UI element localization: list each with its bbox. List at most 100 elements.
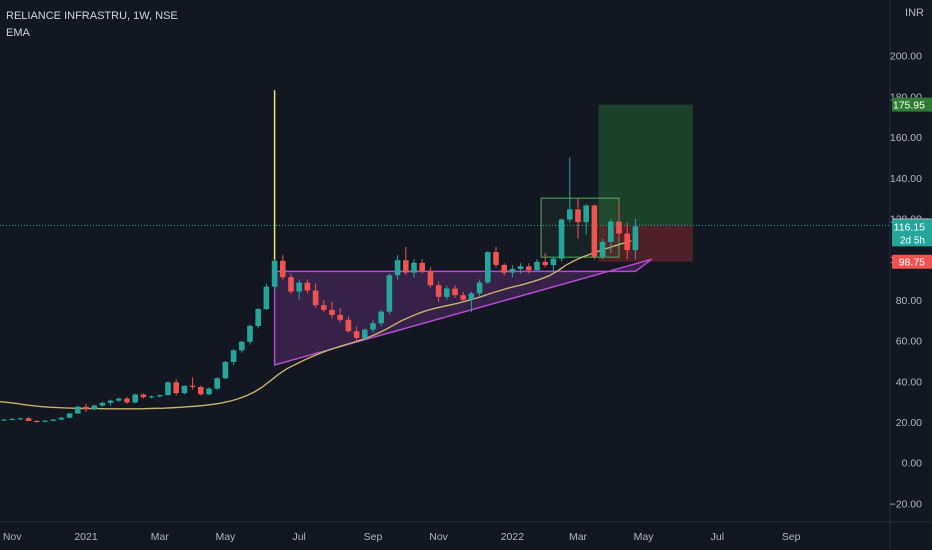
stop-price-label: 98.75 [892,254,932,269]
candle-body [476,282,483,294]
candle-59 [476,279,483,296]
candle-body [558,219,565,259]
candle-body [124,398,130,403]
candle-body [452,288,458,296]
price-label-text: 175.95 [893,100,925,112]
candle-15 [116,397,122,403]
candle-body [624,233,630,251]
candle-19 [148,395,155,399]
candle-67 [542,253,548,268]
candle-body [107,400,114,403]
candle-body [239,341,245,351]
x-tick-label: Nov [429,531,448,543]
candle-body [419,262,425,272]
candle-body [542,261,548,266]
candle-75 [608,218,614,254]
candle-8 [58,416,65,421]
candle-9 [66,412,73,419]
candle-body [485,252,491,283]
candle-41 [329,301,335,319]
candle-61 [493,246,499,268]
candle-body [370,323,376,330]
price-label-text: 98.75 [899,257,925,269]
target-zone [598,104,693,226]
symbol-title[interactable]: RELIANCE INFRASTRU, 1W, NSE [6,10,178,22]
x-tick-label: 2022 [501,531,525,543]
candle-38 [304,279,311,294]
countdown-label: 2d 5h [900,235,925,246]
candle-body [378,311,384,324]
candle-12 [91,404,97,411]
currency-badge[interactable]: INR [905,7,924,19]
ema-line [0,240,632,410]
candle-body [9,418,15,420]
candle-43 [345,316,352,333]
candle-body [50,419,56,421]
candle-14 [107,399,114,406]
candle-body [99,402,106,406]
candle-body [460,295,466,300]
candle-body [173,382,179,394]
candle-body [214,378,220,389]
candle-body [509,268,516,273]
candle-36 [288,273,294,294]
x-tick-label: Jul [711,531,724,543]
target-price-label: 175.95 [892,97,932,112]
candle-body [501,264,507,273]
candle-body [58,417,65,420]
candle-18 [140,393,147,399]
candle-11 [83,403,89,412]
candle-28 [222,360,229,380]
candle-body [17,418,24,420]
candle-body [247,325,253,342]
candle-50 [403,246,409,276]
y-tick-label: 60.00 [896,336,922,348]
candle-body [312,290,319,306]
x-tick-label: 2021 [74,531,98,543]
candle-6 [42,419,48,423]
candle-body [616,221,622,234]
candle-17 [132,393,138,404]
candle-body [632,226,639,251]
candle-body [468,293,475,300]
candle-body [296,282,302,292]
stop-zone [598,225,693,262]
x-tick-label: May [634,531,655,543]
candle-body [230,350,237,362]
candle-body [599,241,606,257]
candle-37 [296,279,302,300]
candle-21 [165,381,171,396]
candle-body [321,305,327,310]
candle-71 [575,198,581,239]
candle-body [534,261,540,271]
candle-body [575,209,581,223]
candle-4 [25,416,32,421]
x-tick-label: Sep [364,531,383,543]
candle-body [83,406,89,410]
candle-64 [517,263,524,274]
candle-body [222,361,229,379]
candle-62 [501,263,507,276]
x-tick-label: Mar [151,531,170,543]
triangle-pattern [273,258,653,367]
candle-27 [214,377,220,390]
candle-30 [239,340,245,353]
candle-56 [452,285,458,298]
candle-42 [337,308,343,323]
candle-48 [386,273,393,315]
y-tick-label: 0.00 [902,458,923,470]
candle-body [444,288,450,297]
candle-35 [280,255,286,280]
price-label-background [892,97,932,112]
candle-body [337,314,343,320]
candle-body [91,405,97,410]
candle-body [165,382,171,396]
indicator-label[interactable]: EMA [6,27,30,39]
last-price-price-label: 116.15 2d 5h [892,219,932,247]
candle-body [263,286,270,310]
candle-45 [362,328,368,341]
candle-body [394,260,401,276]
candle-body [206,388,212,395]
